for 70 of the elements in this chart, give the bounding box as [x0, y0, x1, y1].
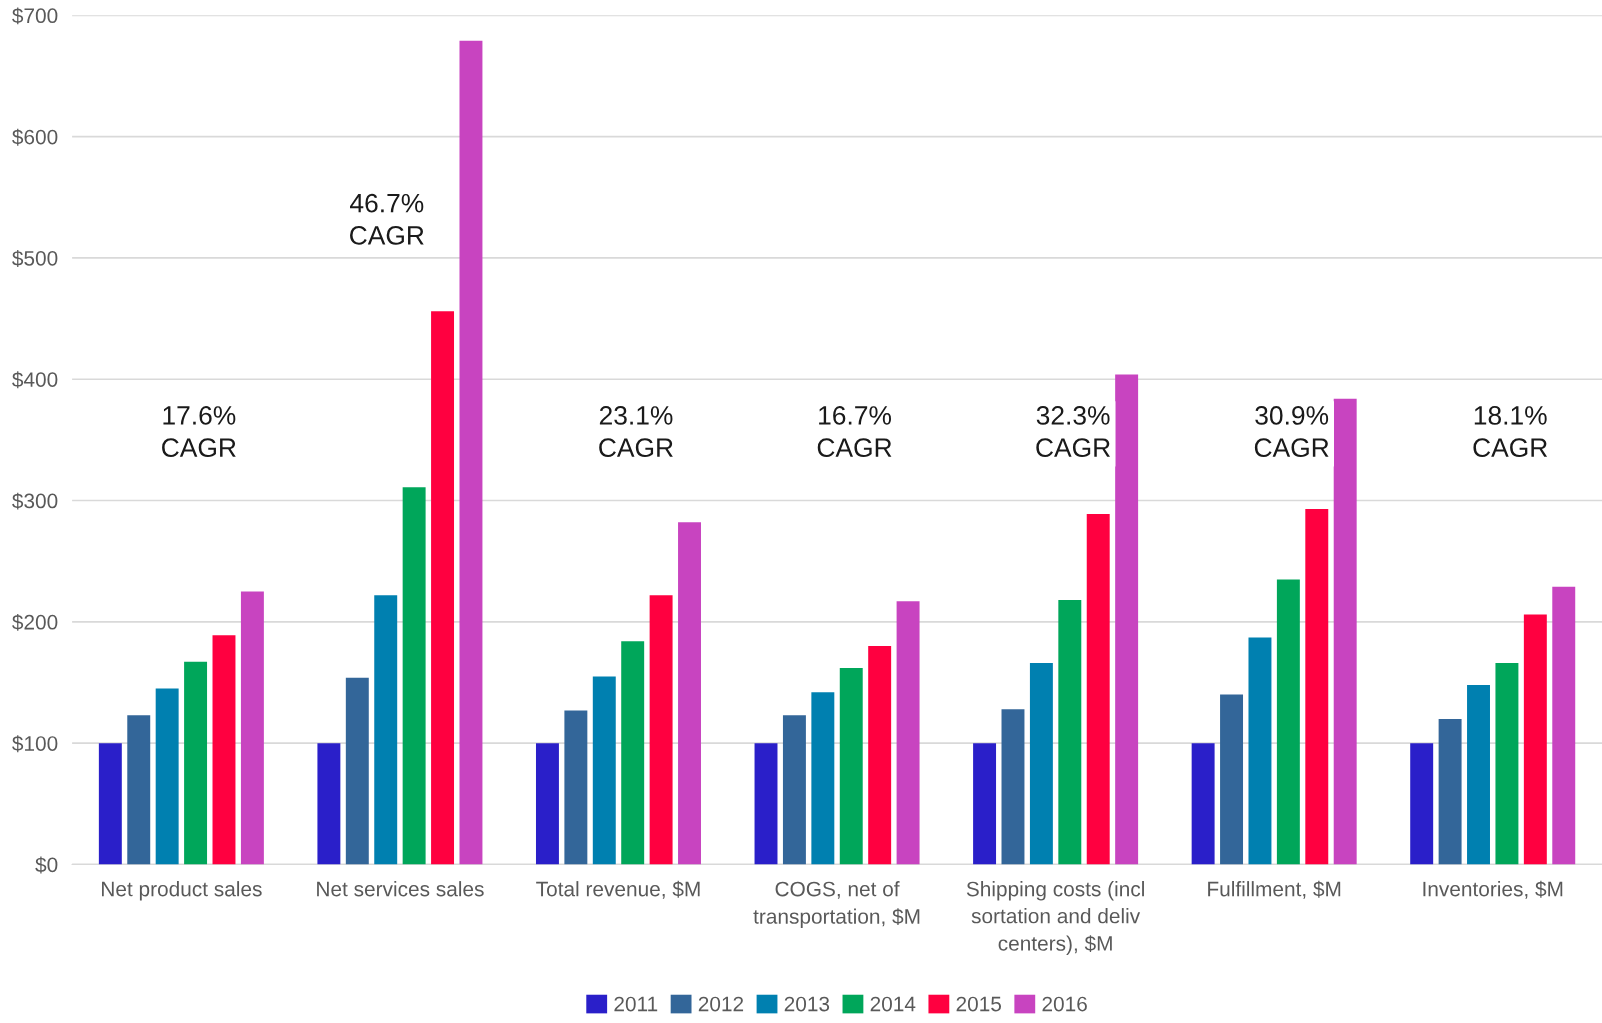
annotation: 23.1% CAGR	[599, 406, 673, 458]
bar	[592, 676, 616, 865]
bar	[1495, 663, 1519, 865]
bar	[1333, 398, 1357, 865]
legend-label: 2014	[870, 996, 916, 1012]
bar	[678, 522, 701, 865]
bar	[1438, 718, 1462, 865]
y-tick-label: $400	[12, 371, 58, 389]
bar	[649, 595, 673, 865]
bar	[535, 743, 559, 865]
bar	[431, 311, 455, 865]
bar	[1467, 684, 1490, 865]
bar	[1220, 694, 1244, 865]
bar	[839, 667, 863, 865]
annotation: 30.9% CAGR	[1254, 406, 1329, 458]
annotation: 18.1% CAGR	[1473, 406, 1548, 458]
y-tick-label: $600	[12, 128, 58, 146]
y-tick-label: $300	[12, 492, 58, 510]
bar	[212, 635, 236, 865]
bar	[345, 677, 369, 865]
bar	[1305, 509, 1329, 865]
bar	[1248, 637, 1272, 865]
annotation: 17.6% CAGR	[162, 406, 236, 458]
x-tick-label: Fulfillment, $M	[1208, 880, 1341, 899]
bar	[184, 661, 208, 865]
bar	[868, 646, 892, 865]
bar	[127, 715, 151, 865]
bar	[402, 487, 426, 865]
bar	[1410, 743, 1434, 865]
legend-label: 2016	[1042, 996, 1087, 1012]
legend-label: 2012	[698, 996, 744, 1012]
bar	[564, 710, 588, 865]
bar	[1552, 586, 1576, 865]
bar	[973, 743, 997, 865]
bar	[896, 601, 920, 865]
y-tick-label: $700	[12, 7, 58, 25]
bar	[1058, 600, 1082, 865]
annotation: 32.3% CAGR	[1036, 406, 1110, 458]
bar	[1029, 663, 1053, 865]
annotation: 16.7% CAGR	[817, 406, 892, 458]
x-tick-label: Shipping costs (incl sortation and deliv centers), $M	[966, 881, 1144, 955]
legend-label: 2011	[614, 996, 658, 1012]
x-tick-label: Total revenue, $M	[536, 880, 700, 899]
annotation: 46.7% CAGR	[350, 193, 424, 245]
bar	[1001, 709, 1025, 865]
bar	[317, 743, 341, 865]
bar	[240, 591, 264, 865]
y-tick-label: $100	[12, 735, 58, 753]
bar	[1191, 743, 1215, 865]
bar	[1115, 374, 1139, 865]
legend-label: 2013	[784, 996, 830, 1012]
bar	[155, 688, 179, 865]
bar	[1523, 614, 1547, 865]
bar	[754, 743, 778, 865]
bar	[1086, 513, 1110, 865]
x-tick-label: Net product sales	[102, 881, 262, 901]
bar	[782, 715, 806, 865]
x-tick-label: Inventories, $M	[1423, 880, 1563, 899]
bar	[621, 641, 645, 865]
legend-label: 2015	[956, 996, 1002, 1012]
x-tick-label: Net services sales	[317, 881, 484, 897]
bar	[98, 743, 122, 865]
bar	[1276, 579, 1300, 865]
y-tick-label: $500	[12, 250, 58, 267]
bar	[459, 40, 483, 865]
bar	[811, 692, 835, 865]
x-tick-label: COGS, net of transportation, $M	[753, 881, 920, 928]
y-tick-label: $0	[35, 856, 58, 874]
bar	[374, 595, 398, 865]
y-tick-label: $200	[12, 613, 58, 631]
